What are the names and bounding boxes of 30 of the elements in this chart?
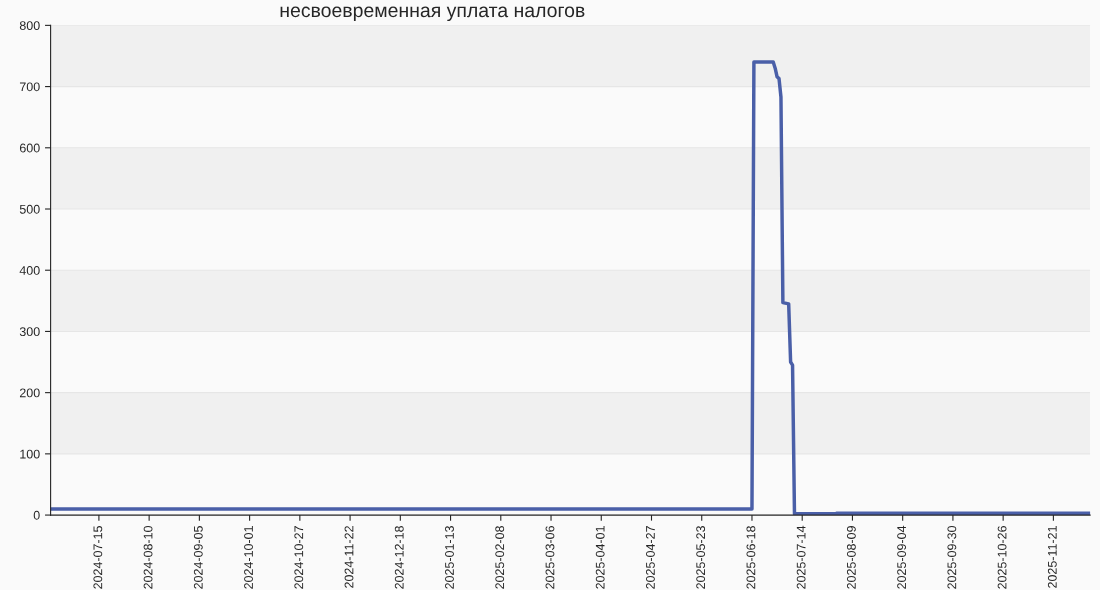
x-tick-label: 2025-04-27 — [646, 526, 655, 589]
x-tick-label: 2025-09-30 — [947, 525, 957, 589]
x-tick-label: 2025-01-13 — [445, 526, 454, 589]
x-tick-label: 2025-10-26 — [997, 526, 1007, 589]
y-tick-label: 700 — [19, 82, 40, 92]
chart-title: несвоевременная уплата налогов — [280, 6, 585, 22]
y-tick-label: 800 — [19, 21, 40, 31]
x-tick-label: 2025-03-06 — [545, 526, 555, 589]
y-tick-label: 300 — [19, 327, 40, 337]
x-tick-label: 2025-02-08 — [495, 526, 505, 589]
y-tick-label: 200 — [19, 388, 40, 398]
y-tick-label: 400 — [19, 266, 40, 275]
x-tick-label: 2025-05-23 — [696, 526, 706, 589]
x-tick-label: 2024-11-22 — [344, 526, 354, 588]
x-tick-label: 2025-08-09 — [846, 526, 856, 589]
x-tick-label: 2025-09-04 — [897, 525, 907, 589]
x-tick-label: 2025-07-14 — [796, 525, 806, 589]
x-tick-label: 2024-08-10 — [143, 525, 153, 589]
x-tick-label: 2024-07-15 — [93, 526, 103, 589]
y-tick-label: 0 — [33, 510, 40, 520]
y-tick-label: 500 — [19, 204, 40, 214]
x-tick-label: 2024-12-18 — [394, 526, 404, 589]
x-tick-label: 2025-11-21 — [1047, 526, 1057, 588]
x-tick-label: 2025-06-18 — [746, 526, 756, 589]
x-tick-label: 2025-04-01 — [595, 526, 605, 589]
y-tick-label: 100 — [20, 449, 40, 459]
x-tick-label: 2024-10-01 — [244, 526, 253, 589]
x-tick-label: 2024-09-05 — [193, 526, 203, 589]
x-tick-label: 2024-10-27 — [294, 526, 304, 589]
y-tick-label: 600 — [19, 143, 40, 153]
